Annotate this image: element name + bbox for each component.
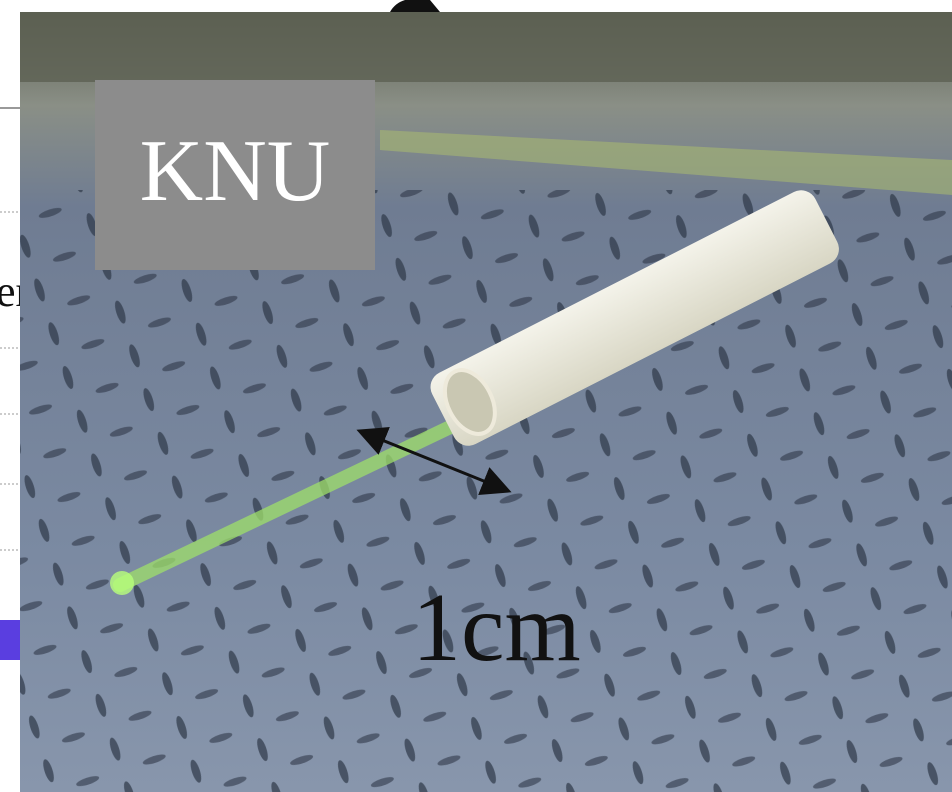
scale-label: 1cm [412,574,581,682]
screenshot: er KNU 1cm [0,0,952,792]
background-wall [20,12,952,82]
logo-text: KNU [140,123,331,220]
color-strip [0,620,20,660]
page: {"labels": {"logo": "KNU", "scale": "1cm… [0,0,952,792]
fiber-tip [110,571,134,595]
photo: KNU 1cm [20,12,952,792]
carpet-texture [20,190,952,792]
